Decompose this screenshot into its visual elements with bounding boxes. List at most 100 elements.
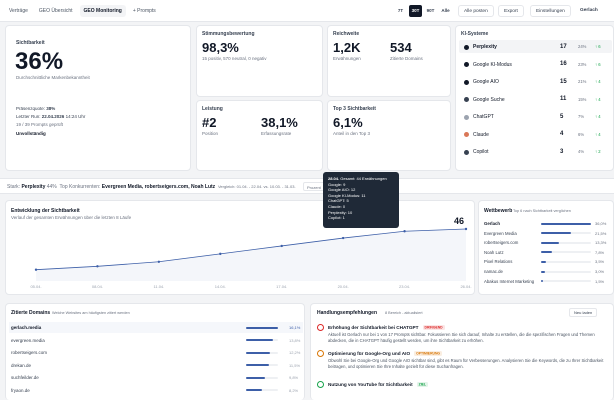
toolbar-button[interactable]: Alle posten — [458, 5, 494, 17]
system-share: 24% — [578, 44, 587, 49]
bar — [246, 351, 271, 354]
bar — [246, 364, 269, 366]
point — [96, 265, 99, 268]
domain-name: suchfeilder.de — [11, 375, 39, 380]
toolbar-button[interactable]: Einstellungen — [530, 5, 571, 17]
brand-button[interactable]: Gerlach — [575, 5, 603, 17]
system-change: ↑ 4 — [595, 79, 601, 84]
bar-value: 8,2% — [289, 387, 299, 393]
domain-name: fryaon.de — [11, 387, 30, 393]
card-label: Sichtbarkeit — [16, 40, 45, 46]
nav-tab[interactable]: GEO Übersicht — [38, 8, 73, 14]
nav-tab[interactable]: GEO Monitoring — [79, 5, 126, 17]
system-icon — [464, 62, 469, 67]
mentions-label: Erwähnungen — [333, 56, 361, 61]
x-tick-label: 20.04. — [338, 284, 349, 289]
system-name: Claude — [473, 131, 489, 138]
system-change: ↑ 4 — [595, 114, 601, 119]
bar-value: 7,8% — [595, 249, 605, 255]
sentiment-value: 98,3% — [202, 40, 239, 55]
last-run-date: 22.04.2026 — [41, 114, 65, 119]
point — [34, 268, 38, 271]
system-change: ↑ 6 — [595, 44, 601, 49]
system-icon — [464, 44, 469, 50]
position-value: #2 — [202, 115, 217, 130]
bar-value: 12,2% — [289, 350, 301, 355]
point — [219, 252, 222, 256]
toggle[interactable]: Prozent — [303, 182, 325, 191]
card-subtitle: Welche Websites am häufigsten zitiert we… — [52, 311, 130, 315]
range-button[interactable]: Alle — [441, 8, 450, 13]
point — [157, 260, 161, 263]
card-label: Stimmungsbewertung — [202, 31, 255, 37]
range-button[interactable]: 7T — [397, 8, 404, 13]
presence-line: Präsenzquote: 38% — [16, 106, 55, 111]
sentiment-card: Stimmungsbewertung 98,3% 15 positiv, 570… — [196, 25, 323, 97]
system-share: 6% — [578, 131, 585, 137]
system-count: 3 — [560, 148, 564, 155]
system-count: 17 — [560, 43, 567, 50]
recommendation-icon — [317, 381, 324, 388]
nav-tab[interactable]: + Prompts — [132, 8, 156, 14]
range-button[interactable]: 30T — [409, 5, 422, 17]
reach-card: Reichweite 1,2K Erwähnungen 534 Zitierte… — [327, 25, 451, 97]
toolbar-button[interactable]: Export — [498, 5, 524, 17]
x-tick-label: 14.04. — [215, 284, 226, 289]
visibility-value: 36% — [15, 48, 64, 75]
system-change: ↑ 4 — [595, 96, 601, 102]
recommendation-title: Nutzung von YouTube für Sichtbarkeit — [328, 381, 413, 387]
bar-value: 13,3% — [595, 240, 607, 246]
system-count: 5 — [560, 113, 564, 120]
bar — [246, 376, 266, 379]
tooltip-date: 28.04. — [328, 176, 340, 181]
chart-subtitle: Verlauf der gesamten Erwähnungen über di… — [11, 215, 132, 220]
x-tick-label: 26.04. — [460, 284, 471, 289]
card-label: Leistung — [202, 106, 223, 112]
system-share: 7% — [578, 114, 585, 119]
system-share: 23% — [578, 61, 587, 67]
presence-label: Präsenzquote: — [16, 106, 46, 111]
sentiment-detail: 15 positiv, 570 neutral, 0 negativ — [202, 56, 267, 61]
card-title: Handlungsempfehlungen — [317, 310, 377, 316]
tooltip-line: Claude: 0 — [328, 203, 346, 209]
reload-button[interactable]: Neu laden — [569, 308, 598, 317]
card-label: KI-Systeme — [461, 31, 489, 37]
top-nav: Verträge GEO Übersicht GEO Monitoring + Pro… — [0, 0, 614, 22]
bar-value: 16,1% — [289, 325, 301, 330]
recommendation-icon — [317, 324, 324, 331]
system-icon — [464, 97, 469, 102]
top3-card: Top 3 Sichtbarkeit 6,1% Anteil in den To… — [327, 100, 451, 171]
ai-systems-card: KI-Systeme Perplexity 17 24% ↑ 6 Google KI-M… — [455, 25, 614, 171]
bar-track — [541, 241, 591, 244]
bar-value: 13,8% — [289, 337, 301, 343]
line-chart: 05.04. 08.04. 11.04. 14.04. 17.04. 20.04. 23.0… — [30, 216, 471, 289]
top3-detail: Anteil in den Top 3 — [333, 131, 370, 136]
chart-title: Entwicklung der Sichtbarkeit — [11, 208, 80, 214]
system-icon — [464, 79, 469, 85]
domain-name: drekan.de — [11, 362, 32, 368]
point — [341, 236, 345, 240]
position-label: Position — [202, 131, 219, 136]
nav-tab[interactable]: Verträge — [9, 8, 28, 14]
bar-value: 1,5% — [595, 278, 605, 284]
summary-bar: Stark: Perplexity 44% Top Konkurrenten: … — [0, 178, 614, 194]
tooltip-line: Google: 9 — [328, 181, 346, 187]
system-share: 4% — [578, 149, 585, 154]
system-icon — [464, 114, 469, 120]
comparison: Vergleich: 01.04. - 22.04. vs. 10.03. - … — [217, 184, 296, 189]
point — [403, 230, 406, 233]
system-count: 16 — [560, 61, 567, 67]
recommendation-badge: DRINGEND — [422, 325, 445, 330]
tooltip-line: Google KI-Modus: 11 — [328, 192, 366, 198]
recommendation-text: Obwohl Sie bei Google-Org und Google AIO… — [328, 358, 604, 369]
bar-value: 11,5% — [289, 362, 301, 368]
competitor-name: Evergreen Media — [484, 230, 517, 236]
range-button[interactable]: 90T — [426, 8, 435, 13]
system-share: 15% — [578, 96, 587, 102]
system-change: ↑ 2 — [595, 149, 601, 154]
strong-value: 44% — [46, 184, 57, 190]
bar — [541, 251, 552, 254]
card-title: Wettbewerb — [484, 208, 513, 214]
domains-label: Zitierte Domains — [390, 56, 423, 61]
